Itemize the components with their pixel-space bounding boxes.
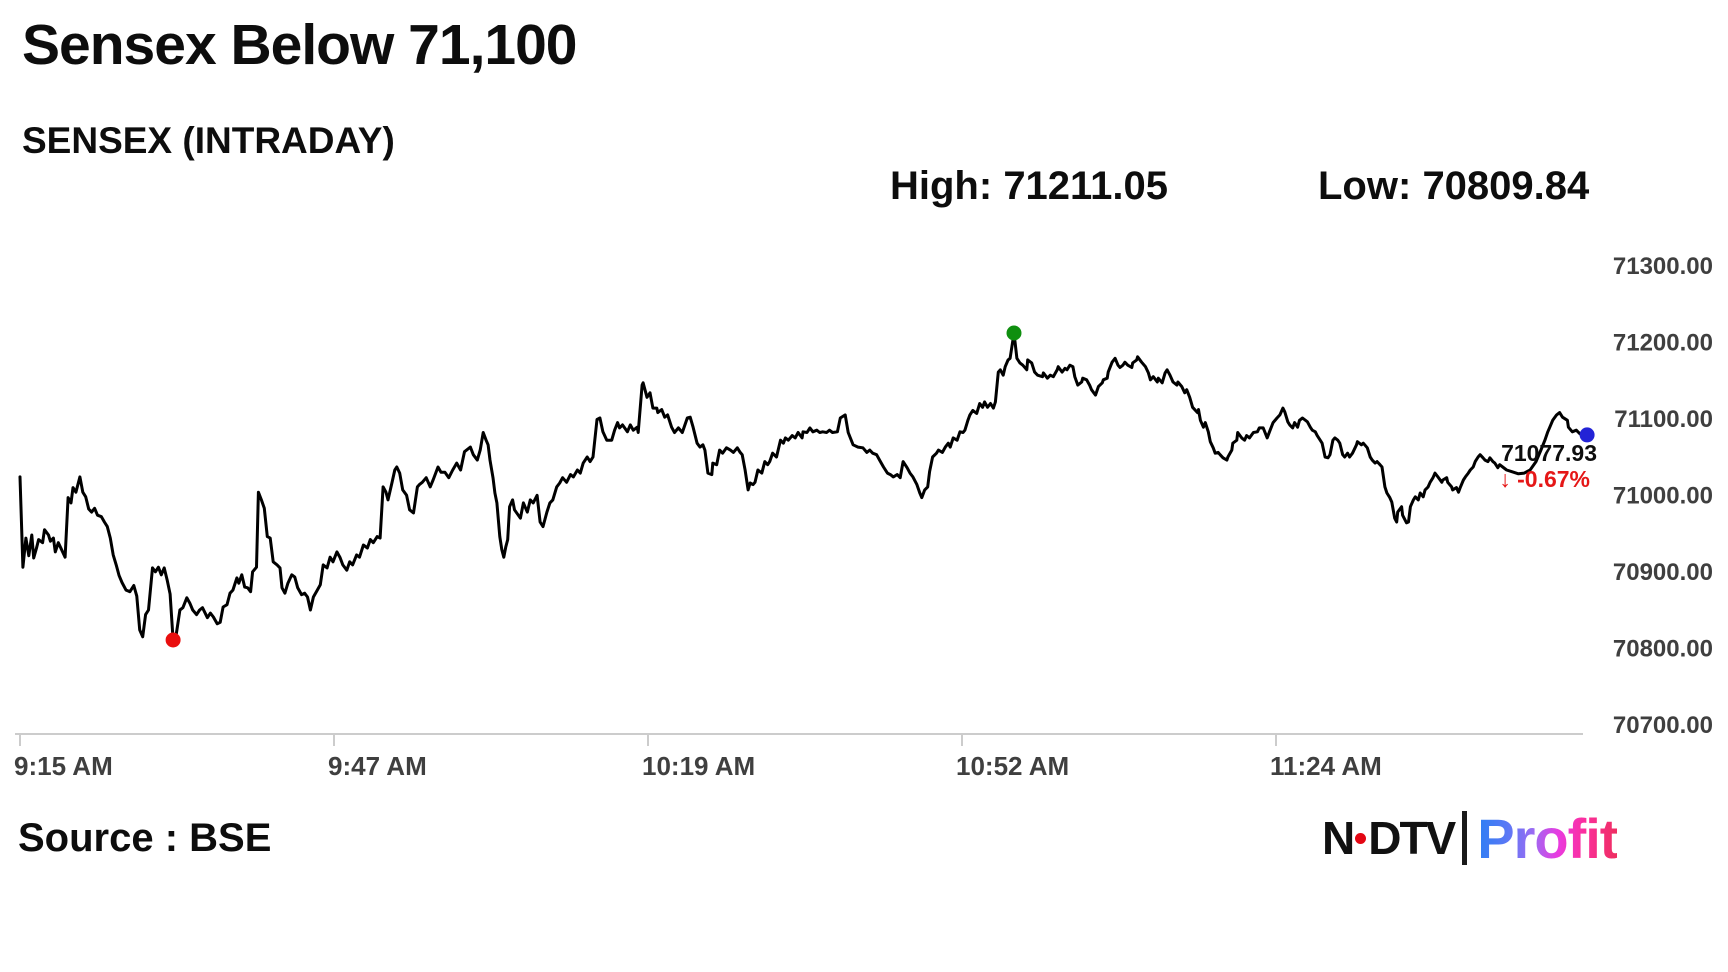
price-line (18, 331, 1589, 642)
high-value: 71211.05 (1003, 164, 1168, 208)
x-axis-label: 10:52 AM (956, 751, 1069, 781)
y-axis-label: 70900.00 (1613, 559, 1713, 586)
y-axis-label: 71200.00 (1613, 330, 1713, 357)
ndtv-wordmark: N DTV (1322, 811, 1456, 865)
y-axis-label: 70700.00 (1613, 712, 1713, 739)
ndtv-letters-dtv: DTV (1368, 812, 1456, 864)
last-marker (1579, 427, 1595, 443)
low-label: Low: (1318, 164, 1412, 208)
ndtv-profit-logo: N DTV Profit (1322, 806, 1618, 870)
high-marker (1006, 325, 1022, 341)
x-axis-label: 11:24 AM (1270, 751, 1382, 781)
low-marker (165, 632, 181, 648)
y-axis-label: 71100.00 (1614, 406, 1713, 433)
page-title: Sensex Below 71,100 (22, 13, 578, 77)
logo-separator-bar (1462, 811, 1468, 865)
chart-subtitle: SENSEX (INTRADAY) (22, 120, 395, 161)
x-axis-label: 10:19 AM (642, 751, 755, 781)
down-arrow-icon: ↓ (1499, 466, 1511, 492)
change-percent: -0.67% (1517, 466, 1590, 492)
x-axis-label: 9:15 AM (14, 751, 113, 781)
low-value: 70809.84 (1422, 164, 1590, 208)
y-axis-label: 70800.00 (1613, 636, 1713, 663)
y-axis-label: 71300.00 (1613, 253, 1713, 280)
ndtv-red-dot-icon (1355, 832, 1367, 844)
x-axis-label: 9:47 AM (328, 751, 427, 781)
last-change-label: ↓ -0.67% (1400, 466, 1590, 493)
last-value-label: 71077.93 (1501, 440, 1597, 466)
ndtv-letter-n: N (1322, 812, 1355, 864)
high-label: High: (890, 164, 993, 208)
source-label: Source : BSE (18, 816, 272, 860)
profit-wordmark: Profit (1477, 806, 1618, 870)
high-stat: High: 71211.05 (890, 164, 1168, 209)
y-axis-label: 71000.00 (1613, 483, 1713, 510)
low-stat: Low: 70809.84 (1318, 164, 1589, 209)
